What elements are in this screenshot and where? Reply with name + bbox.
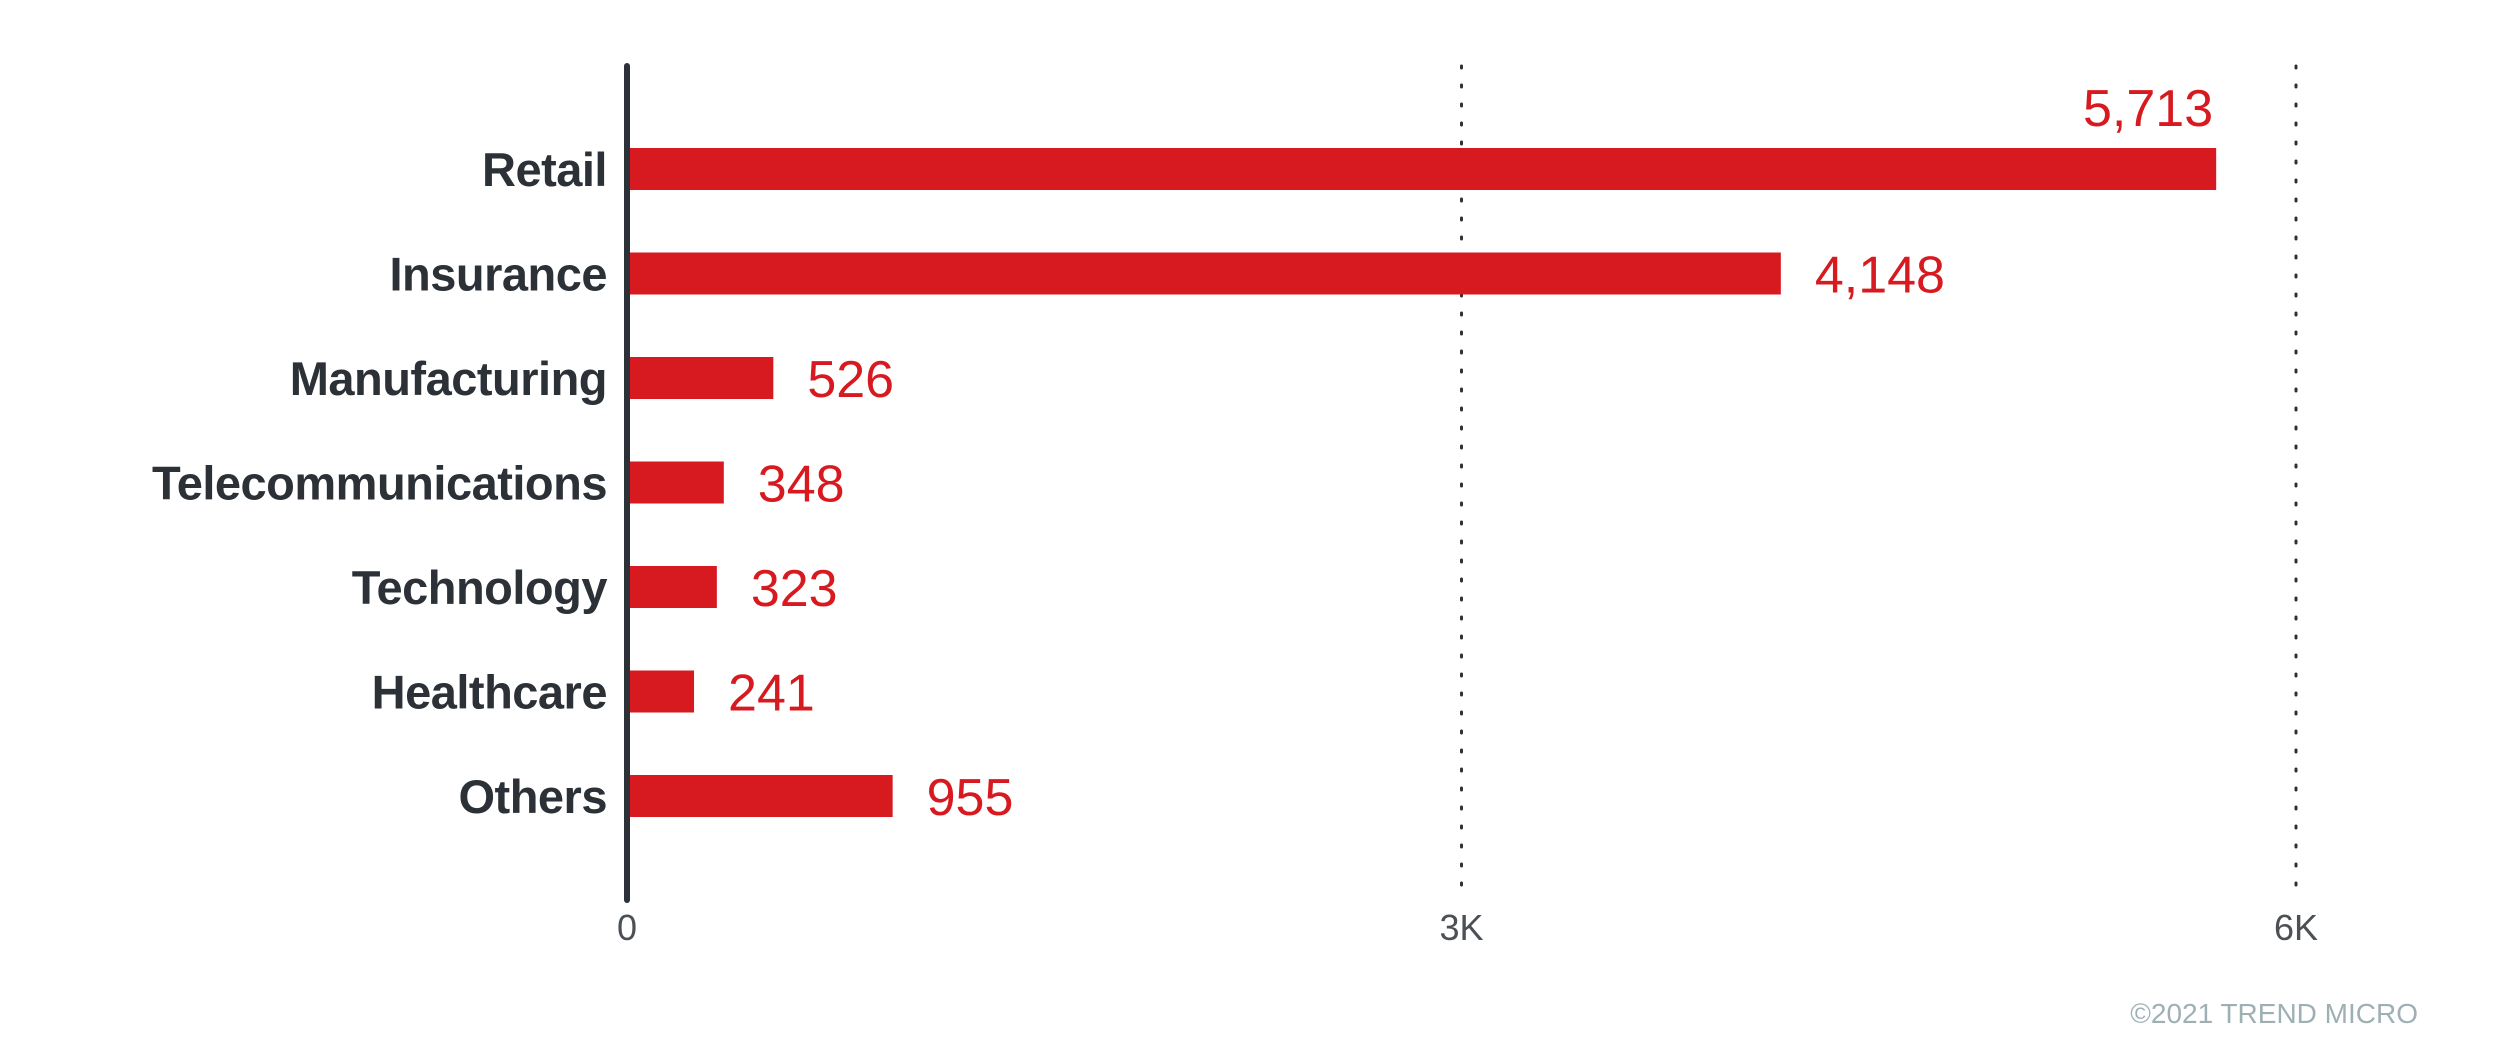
x-tick-label: 6K	[2274, 907, 2318, 948]
value-label: 348	[758, 456, 845, 514]
bar	[627, 148, 2217, 190]
bar	[627, 566, 717, 608]
category-label: Others	[459, 770, 608, 823]
bar	[627, 461, 724, 504]
value-label: 323	[751, 560, 838, 618]
value-label: 955	[927, 769, 1014, 827]
category-label: Manufacturing	[290, 352, 607, 405]
bar	[627, 775, 893, 817]
value-label: 5,713	[2083, 80, 2213, 138]
value-label: 241	[728, 665, 815, 723]
bar	[627, 670, 695, 713]
x-tick-label: 0	[617, 907, 637, 948]
category-label: Technology	[352, 561, 608, 614]
category-label: Insurance	[389, 248, 607, 301]
bar	[627, 357, 774, 399]
category-label: Retail	[482, 143, 607, 196]
value-label: 526	[807, 351, 894, 409]
bar	[627, 252, 1781, 295]
x-tick-label: 3K	[1439, 907, 1483, 948]
category-label: Healthcare	[372, 666, 607, 719]
category-label: Telecommunications	[152, 457, 607, 510]
value-label: 4,148	[1815, 247, 1945, 305]
copyright: ©2021 TREND MICRO	[2130, 998, 2418, 1029]
